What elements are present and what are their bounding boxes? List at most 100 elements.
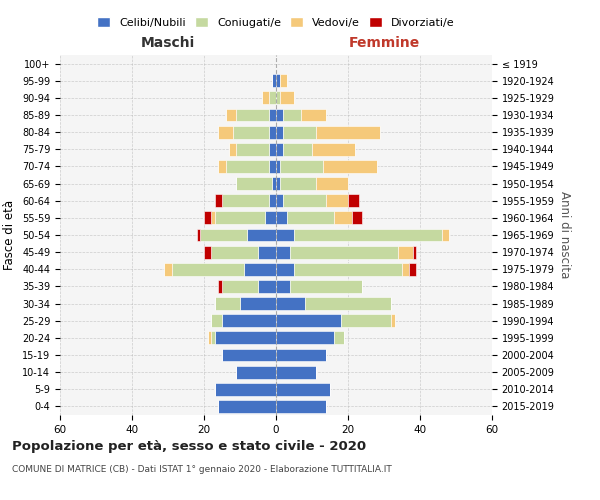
- Bar: [280, 74, 287, 87]
- Bar: [280, 160, 323, 173]
- Bar: [276, 383, 330, 396]
- Bar: [276, 246, 290, 258]
- Bar: [305, 297, 391, 310]
- Bar: [247, 228, 276, 241]
- Bar: [276, 212, 287, 224]
- Bar: [312, 143, 355, 156]
- Bar: [280, 177, 316, 190]
- Text: Femmine: Femmine: [349, 36, 419, 50]
- Bar: [222, 314, 276, 327]
- Bar: [218, 400, 276, 413]
- Bar: [287, 212, 334, 224]
- Bar: [211, 314, 222, 327]
- Bar: [348, 194, 359, 207]
- Bar: [218, 126, 233, 138]
- Bar: [290, 246, 398, 258]
- Bar: [280, 92, 294, 104]
- Bar: [341, 314, 391, 327]
- Bar: [226, 160, 269, 173]
- Bar: [233, 126, 269, 138]
- Bar: [244, 263, 276, 276]
- Bar: [276, 126, 283, 138]
- Bar: [236, 366, 276, 378]
- Bar: [276, 194, 283, 207]
- Bar: [258, 280, 276, 293]
- Bar: [236, 177, 272, 190]
- Bar: [236, 108, 269, 122]
- Bar: [215, 194, 222, 207]
- Bar: [352, 212, 362, 224]
- Bar: [200, 228, 247, 241]
- Bar: [215, 383, 276, 396]
- Bar: [276, 332, 334, 344]
- Bar: [269, 194, 276, 207]
- Bar: [218, 160, 226, 173]
- Bar: [294, 228, 442, 241]
- Bar: [409, 263, 416, 276]
- Bar: [204, 246, 211, 258]
- Text: Popolazione per età, sesso e stato civile - 2020: Popolazione per età, sesso e stato civil…: [12, 440, 366, 453]
- Bar: [262, 92, 269, 104]
- Text: COMUNE DI MATRICE (CB) - Dati ISTAT 1° gennaio 2020 - Elaborazione TUTTITALIA.IT: COMUNE DI MATRICE (CB) - Dati ISTAT 1° g…: [12, 466, 392, 474]
- Bar: [229, 143, 236, 156]
- Bar: [276, 297, 305, 310]
- Bar: [276, 280, 290, 293]
- Bar: [197, 228, 200, 241]
- Bar: [218, 280, 222, 293]
- Bar: [413, 246, 416, 258]
- Bar: [211, 212, 215, 224]
- Bar: [442, 228, 449, 241]
- Bar: [283, 194, 326, 207]
- Bar: [222, 348, 276, 362]
- Bar: [269, 126, 276, 138]
- Bar: [276, 160, 280, 173]
- Bar: [283, 108, 301, 122]
- Bar: [211, 246, 258, 258]
- Bar: [222, 280, 258, 293]
- Bar: [276, 228, 294, 241]
- Bar: [283, 126, 316, 138]
- Bar: [294, 263, 402, 276]
- Bar: [215, 332, 276, 344]
- Bar: [265, 212, 276, 224]
- Bar: [272, 74, 276, 87]
- Bar: [258, 246, 276, 258]
- Bar: [204, 212, 211, 224]
- Bar: [290, 280, 362, 293]
- Bar: [215, 212, 265, 224]
- Y-axis label: Anni di nascita: Anni di nascita: [558, 192, 571, 278]
- Bar: [334, 212, 352, 224]
- Bar: [276, 314, 341, 327]
- Bar: [164, 263, 172, 276]
- Bar: [323, 160, 377, 173]
- Bar: [276, 263, 294, 276]
- Bar: [276, 74, 280, 87]
- Bar: [316, 177, 348, 190]
- Text: Maschi: Maschi: [141, 36, 195, 50]
- Legend: Celibi/Nubili, Coniugati/e, Vedovi/e, Divorziati/e: Celibi/Nubili, Coniugati/e, Vedovi/e, Di…: [93, 13, 459, 32]
- Bar: [326, 194, 348, 207]
- Bar: [272, 177, 276, 190]
- Bar: [276, 400, 326, 413]
- Bar: [226, 108, 236, 122]
- Bar: [276, 366, 316, 378]
- Bar: [398, 246, 413, 258]
- Bar: [276, 108, 283, 122]
- Bar: [391, 314, 395, 327]
- Bar: [402, 263, 409, 276]
- Bar: [301, 108, 326, 122]
- Bar: [208, 332, 211, 344]
- Bar: [276, 348, 326, 362]
- Bar: [283, 143, 312, 156]
- Bar: [211, 332, 215, 344]
- Bar: [334, 332, 344, 344]
- Bar: [269, 143, 276, 156]
- Bar: [240, 297, 276, 310]
- Bar: [269, 92, 276, 104]
- Bar: [276, 92, 280, 104]
- Bar: [215, 297, 240, 310]
- Y-axis label: Fasce di età: Fasce di età: [4, 200, 16, 270]
- Bar: [276, 143, 283, 156]
- Bar: [269, 160, 276, 173]
- Bar: [276, 177, 280, 190]
